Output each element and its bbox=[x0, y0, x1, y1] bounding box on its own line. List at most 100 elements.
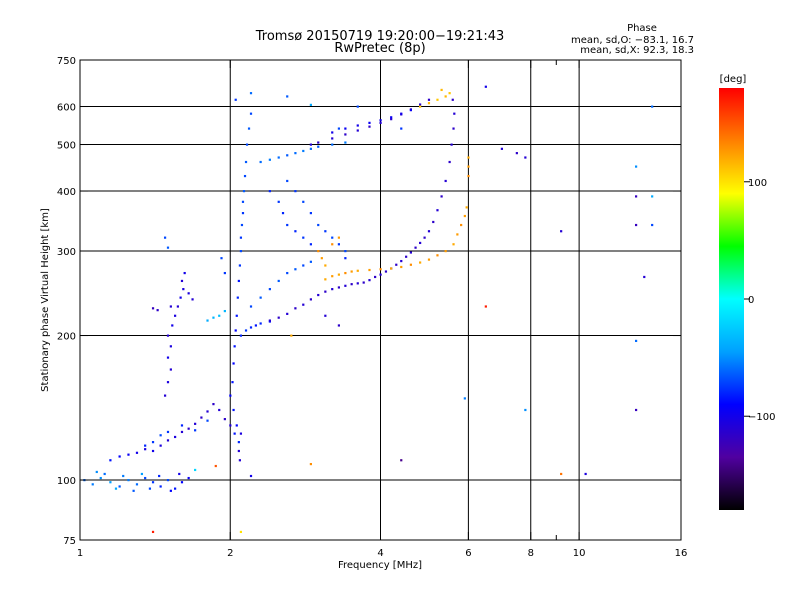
data-point bbox=[95, 470, 98, 474]
data-point bbox=[259, 160, 262, 164]
data-point bbox=[212, 316, 215, 319]
colorbar: [deg] 100 0 −100 bbox=[719, 74, 775, 510]
data-point bbox=[259, 296, 262, 299]
y-tick-label: 100 bbox=[57, 476, 76, 487]
data-point bbox=[337, 324, 341, 327]
data-point bbox=[286, 95, 289, 98]
y-axis-label: Stationary phase Virtual Height [km] bbox=[40, 208, 51, 392]
data-point bbox=[232, 408, 235, 412]
data-point bbox=[337, 236, 341, 239]
data-point bbox=[173, 314, 177, 317]
data-point bbox=[324, 264, 327, 267]
data-point bbox=[244, 329, 248, 332]
data-point bbox=[220, 257, 223, 260]
data-point bbox=[524, 156, 527, 159]
data-point bbox=[239, 334, 243, 337]
data-point bbox=[118, 485, 121, 488]
data-point bbox=[286, 271, 289, 275]
data-point bbox=[166, 439, 170, 442]
data-point bbox=[419, 103, 422, 106]
data-point bbox=[180, 430, 184, 434]
data-point bbox=[344, 133, 347, 136]
data-point bbox=[344, 250, 347, 253]
data-point bbox=[409, 263, 412, 266]
data-point bbox=[249, 305, 253, 308]
data-point bbox=[245, 143, 249, 146]
data-point bbox=[231, 381, 234, 384]
data-point bbox=[259, 322, 262, 325]
data-point bbox=[423, 236, 426, 239]
data-point bbox=[268, 158, 271, 161]
data-point bbox=[317, 250, 320, 253]
data-point bbox=[400, 112, 403, 115]
data-point bbox=[317, 141, 320, 144]
data-point bbox=[191, 298, 194, 301]
data-point bbox=[233, 432, 236, 435]
data-point bbox=[467, 174, 470, 178]
data-point bbox=[159, 434, 162, 437]
data-point bbox=[286, 312, 289, 315]
data-point bbox=[286, 179, 289, 183]
data-point bbox=[206, 419, 209, 422]
x-tick-label: 8 bbox=[528, 548, 534, 559]
data-point bbox=[294, 268, 297, 271]
x-tick-label: 2 bbox=[227, 548, 233, 559]
data-point bbox=[450, 143, 453, 146]
data-point bbox=[344, 141, 347, 144]
data-point bbox=[166, 381, 170, 384]
data-point bbox=[309, 462, 312, 466]
data-point bbox=[452, 127, 455, 130]
data-point bbox=[159, 485, 162, 488]
data-point bbox=[331, 137, 334, 140]
data-point bbox=[187, 292, 190, 295]
colorbar-tick-label: 100 bbox=[748, 178, 767, 189]
colorbar-tick-label: −100 bbox=[748, 412, 775, 423]
data-point bbox=[163, 394, 167, 397]
data-point bbox=[432, 220, 435, 224]
data-point bbox=[239, 236, 243, 239]
data-point bbox=[337, 243, 341, 246]
x-tick-label: 6 bbox=[465, 548, 471, 559]
y-tick-label: 75 bbox=[63, 536, 76, 547]
data-point bbox=[286, 154, 289, 157]
data-point bbox=[183, 271, 186, 275]
data-point bbox=[239, 250, 243, 253]
chart-title: Tromsø 20150719 19:20:00−19:21:43 bbox=[255, 29, 505, 44]
data-point bbox=[249, 92, 253, 95]
data-point bbox=[223, 309, 226, 313]
data-point bbox=[182, 288, 185, 291]
data-point bbox=[634, 223, 638, 227]
data-point bbox=[436, 209, 439, 212]
data-point bbox=[234, 98, 237, 101]
data-point bbox=[144, 444, 147, 447]
data-point bbox=[187, 476, 190, 480]
data-point bbox=[643, 275, 646, 279]
data-point bbox=[218, 314, 221, 317]
data-point bbox=[484, 85, 487, 88]
y-tick-label: 300 bbox=[57, 247, 76, 258]
data-point bbox=[452, 243, 455, 246]
data-point bbox=[344, 284, 347, 287]
colorbar-gradient bbox=[719, 88, 744, 510]
annotation-line-x: mean, sd,X: 92.3, 18.3 bbox=[580, 45, 694, 56]
data-point bbox=[448, 92, 451, 95]
data-point bbox=[324, 314, 327, 317]
data-point bbox=[560, 472, 563, 476]
data-point bbox=[463, 214, 466, 218]
data-point bbox=[290, 334, 293, 337]
data-point bbox=[281, 212, 285, 215]
data-point bbox=[187, 427, 190, 430]
data-point bbox=[236, 296, 239, 299]
y-tick-label: 600 bbox=[57, 103, 76, 114]
data-point bbox=[140, 472, 144, 476]
data-point bbox=[254, 324, 257, 327]
data-point bbox=[235, 314, 238, 317]
data-point bbox=[324, 278, 327, 281]
data-point bbox=[277, 156, 280, 159]
data-point bbox=[409, 109, 412, 112]
x-tick-label: 1 bbox=[77, 548, 83, 559]
data-point bbox=[419, 261, 422, 264]
data-point bbox=[277, 279, 280, 283]
data-point bbox=[144, 476, 147, 480]
data-point bbox=[414, 246, 417, 249]
